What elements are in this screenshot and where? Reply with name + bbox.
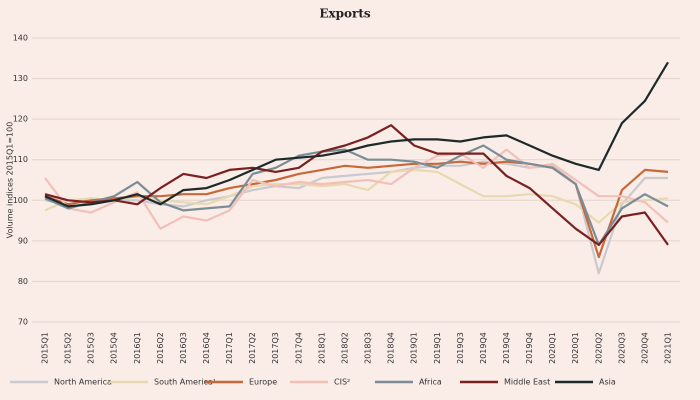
- legend-label: Asia: [599, 378, 616, 387]
- series-line: [44, 124, 669, 246]
- x-tick-label: 2015Q2: [64, 332, 73, 364]
- x-tick-label: 2020Q4: [640, 332, 649, 364]
- x-tick-label: 2020Q2: [594, 332, 603, 364]
- x-tick-label: 2015Q4: [110, 332, 119, 364]
- series-line: [44, 61, 669, 208]
- legend-label: North America: [54, 378, 112, 387]
- series-line: [44, 144, 669, 246]
- x-tick-label: 2016Q4: [202, 332, 211, 364]
- x-tick-label: 2016Q1: [133, 332, 142, 364]
- legend-label: Middle East: [504, 378, 550, 387]
- x-tick-label: 2019Q1: [410, 332, 419, 364]
- x-tick-label: 2020Q1: [548, 332, 557, 364]
- y-tick-label: 90: [18, 236, 28, 245]
- x-tick-label: 2019Q4: [525, 332, 534, 364]
- x-tick-label: 2019Q4: [479, 332, 488, 364]
- series-line: [44, 148, 669, 230]
- y-tick-label: 120: [13, 115, 28, 124]
- legend-label: South America¹: [154, 378, 216, 387]
- x-tick-label: 2017Q1: [225, 332, 234, 364]
- x-tick-label: 2018Q3: [364, 332, 373, 364]
- x-tick-label: 2019Q3: [456, 332, 465, 364]
- x-tick-label: 2016Q2: [156, 332, 165, 364]
- x-tick-label: 2018Q4: [387, 332, 396, 364]
- legend-label: Europe: [249, 378, 277, 387]
- x-tick-label: 2015Q1: [41, 332, 50, 364]
- x-tick-label: 2018Q1: [317, 332, 326, 364]
- x-tick-label: 2018Q2: [340, 332, 349, 364]
- series-line: [44, 160, 669, 259]
- y-tick-label: 140: [13, 34, 28, 43]
- x-tick-label: 2020Q3: [617, 332, 626, 364]
- x-tick-label: 2017Q4: [294, 332, 303, 364]
- y-tick-label: 70: [18, 318, 28, 327]
- y-tick-label: 110: [13, 155, 28, 164]
- x-tick-label: 2017Q2: [248, 332, 257, 364]
- legend-label: Africa: [419, 378, 442, 387]
- y-tick-label: 100: [13, 196, 28, 205]
- legend-label: CIS²: [334, 378, 350, 387]
- x-tick-label: 2020Q1: [571, 332, 580, 364]
- x-tick-label: 2021Q1: [664, 332, 673, 364]
- x-tick-label: 2016Q3: [179, 332, 188, 364]
- x-tick-label: 2019Q4: [502, 332, 511, 364]
- chart-title: Exports: [319, 7, 371, 21]
- y-tick-label: 130: [13, 74, 28, 83]
- y-axis-label: Volume indices 2015Q1=100: [6, 122, 15, 239]
- x-tick-label: 2019Q1: [433, 332, 442, 364]
- x-tick-label: 2017Q3: [271, 332, 280, 364]
- x-tick-label: 2015Q3: [87, 332, 96, 364]
- y-tick-label: 80: [18, 277, 28, 286]
